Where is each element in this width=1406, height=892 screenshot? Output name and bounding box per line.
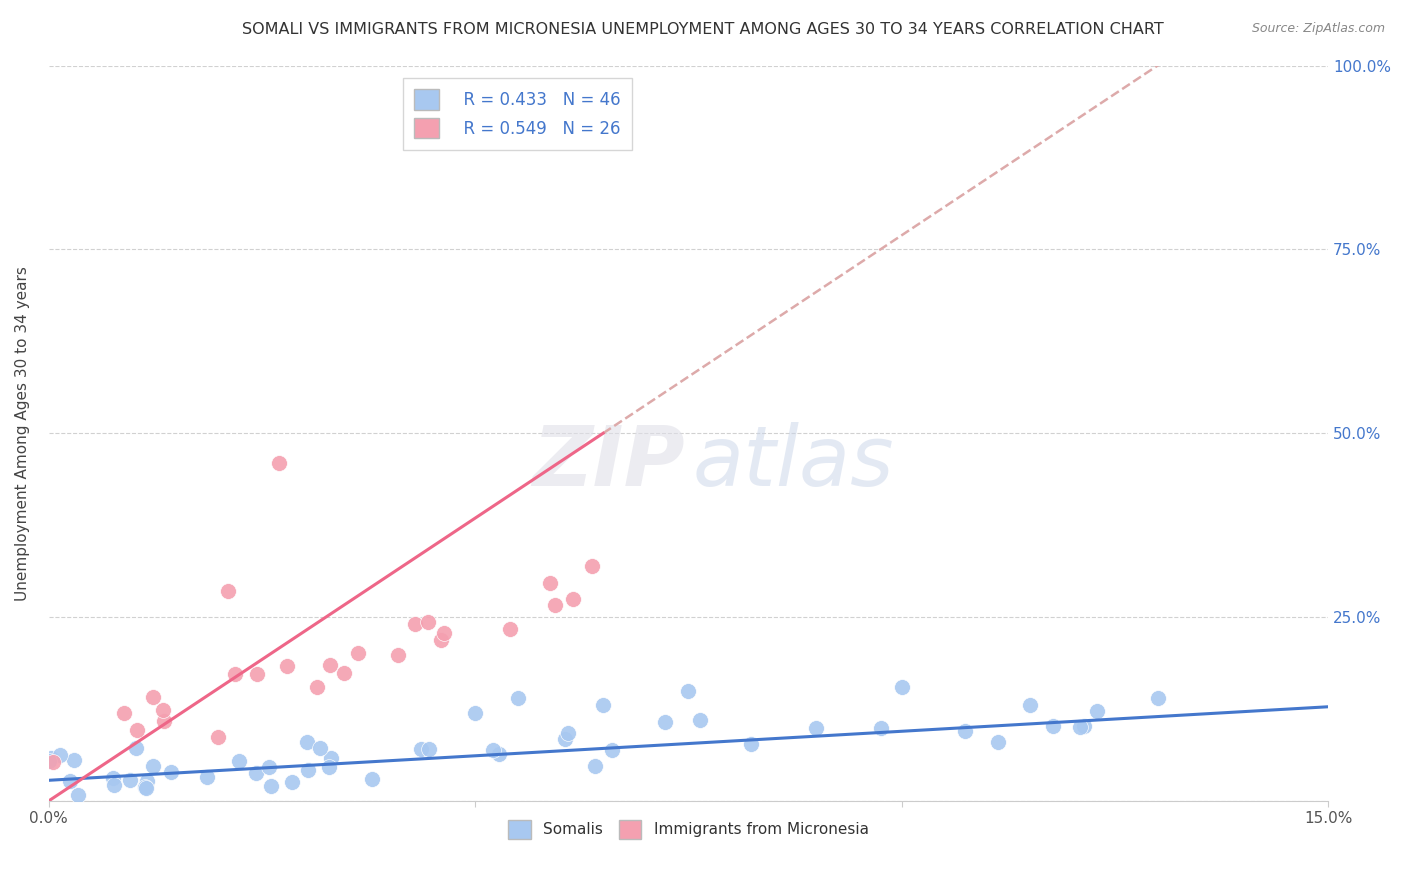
Point <box>678 683 700 698</box>
Point <box>152 704 174 718</box>
Point <box>557 726 579 740</box>
Point <box>404 617 426 632</box>
Point <box>538 575 561 590</box>
Point <box>890 680 912 694</box>
Point <box>416 615 439 629</box>
Point <box>66 788 89 802</box>
Point <box>387 648 409 663</box>
Point <box>804 721 827 735</box>
Point <box>654 714 676 729</box>
Point <box>600 743 623 757</box>
Point <box>583 759 606 773</box>
Point <box>554 732 576 747</box>
Point <box>42 755 65 769</box>
Point <box>561 592 583 607</box>
Point <box>38 755 60 769</box>
Point <box>297 735 319 749</box>
Point <box>1018 698 1040 713</box>
Point <box>118 773 141 788</box>
Point <box>592 698 614 713</box>
Point <box>689 713 711 727</box>
Point <box>870 721 893 735</box>
Point <box>297 763 319 777</box>
Point <box>418 742 440 756</box>
Text: atlas: atlas <box>692 422 894 503</box>
Point <box>1146 690 1168 705</box>
Point <box>1085 704 1108 718</box>
Point <box>506 690 529 705</box>
Point <box>217 584 239 599</box>
Point <box>347 646 370 660</box>
Point <box>112 706 135 720</box>
Point <box>488 747 510 761</box>
Point <box>142 690 165 704</box>
Point <box>430 632 453 647</box>
Point <box>433 625 456 640</box>
Legend: Somalis, Immigrants from Micronesia: Somalis, Immigrants from Micronesia <box>502 814 875 845</box>
Point <box>127 723 149 737</box>
Point <box>125 741 148 756</box>
Point <box>152 714 174 729</box>
Point <box>305 680 328 694</box>
Point <box>103 778 125 792</box>
Point <box>136 773 159 788</box>
Point <box>207 730 229 744</box>
Point <box>63 753 86 767</box>
Point <box>1069 720 1091 734</box>
Text: SOMALI VS IMMIGRANTS FROM MICRONESIA UNEMPLOYMENT AMONG AGES 30 TO 34 YEARS CORR: SOMALI VS IMMIGRANTS FROM MICRONESIA UNE… <box>242 22 1164 37</box>
Point <box>245 765 267 780</box>
Point <box>409 742 432 756</box>
Point <box>1042 719 1064 733</box>
Text: Source: ZipAtlas.com: Source: ZipAtlas.com <box>1251 22 1385 36</box>
Y-axis label: Unemployment Among Ages 30 to 34 years: Unemployment Among Ages 30 to 34 years <box>15 266 30 600</box>
Point <box>319 658 342 673</box>
Point <box>332 665 354 680</box>
Point <box>740 737 762 751</box>
Point <box>309 740 332 755</box>
Point <box>318 760 340 774</box>
Point <box>246 667 269 681</box>
Point <box>49 747 72 762</box>
Point <box>260 779 283 793</box>
Point <box>101 772 124 786</box>
Point <box>159 764 181 779</box>
Point <box>135 780 157 795</box>
Point <box>987 735 1010 749</box>
Point <box>499 622 522 636</box>
Point <box>361 772 384 787</box>
Point <box>41 751 63 765</box>
Point <box>281 775 304 789</box>
Point <box>319 751 342 765</box>
Point <box>59 774 82 789</box>
Point <box>267 456 290 470</box>
Point <box>228 754 250 768</box>
Text: ZIP: ZIP <box>531 422 685 503</box>
Point <box>276 659 298 673</box>
Point <box>1073 719 1095 733</box>
Point <box>257 760 280 774</box>
Point <box>953 724 976 739</box>
Point <box>481 742 503 756</box>
Point <box>134 780 156 795</box>
Point <box>142 759 165 773</box>
Point <box>544 598 567 612</box>
Point <box>224 667 246 681</box>
Point <box>581 559 603 574</box>
Point <box>464 706 486 720</box>
Point <box>195 770 218 784</box>
